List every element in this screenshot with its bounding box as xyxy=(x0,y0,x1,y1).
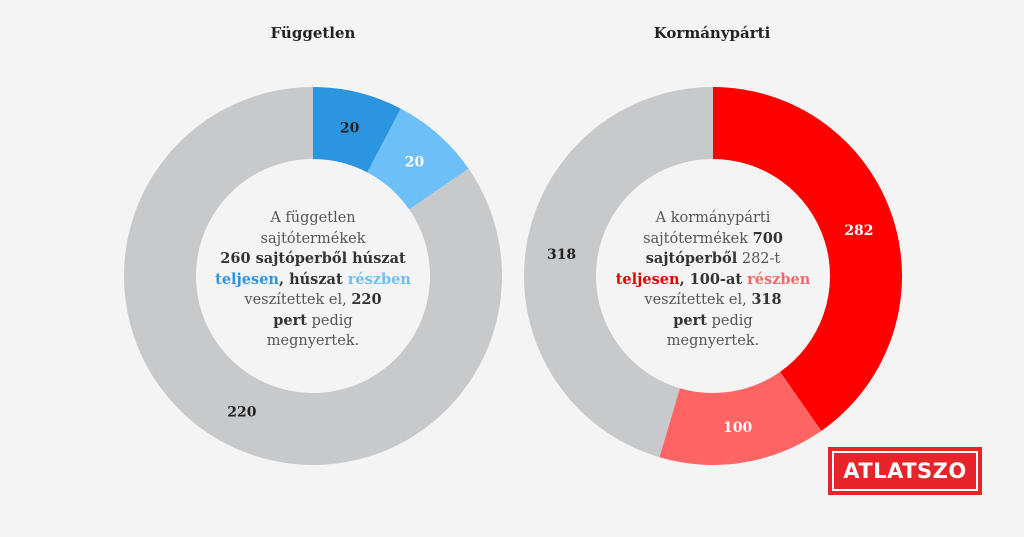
donut-kormanyparti-slice-teljesen-label: 282 xyxy=(844,223,873,239)
donut-fuggetlen-slice-reszben xyxy=(367,108,469,210)
donut-kormanyparti-slice-megnyert-label: 318 xyxy=(547,247,576,263)
chart-title-fuggetlen: Független xyxy=(270,24,356,42)
donut-kormanyparti-slice-teljesen xyxy=(713,87,902,431)
donut-fuggetlen-slice-megnyert xyxy=(124,87,503,465)
donut-kormanyparti-slice-reszben xyxy=(659,371,822,465)
donut-kormanyparti-slice-megnyert xyxy=(524,87,713,458)
donut-fuggetlen-slice-reszben-label: 20 xyxy=(405,154,425,170)
center-text-fuggetlen: A független sajtótermékek 260 sajtóperbő… xyxy=(215,210,411,349)
center-text-kormanyparti: A kormánypárti sajtótermékek 700 sajtópe… xyxy=(615,210,811,349)
chart-title-kormanyparti: Kormánypárti xyxy=(653,24,771,42)
donut-fuggetlen-slice-teljesen-label: 20 xyxy=(340,120,360,136)
donut-fuggetlen-slice-teljesen xyxy=(313,87,401,173)
donut-fuggetlen-slice-megnyert-label: 220 xyxy=(227,404,256,420)
atlatszo-logo: ATLATSZO xyxy=(828,447,982,495)
atlatszo-logo-text: ATLATSZO xyxy=(832,451,978,491)
donut-kormanyparti-slice-reszben-label: 100 xyxy=(723,420,752,436)
